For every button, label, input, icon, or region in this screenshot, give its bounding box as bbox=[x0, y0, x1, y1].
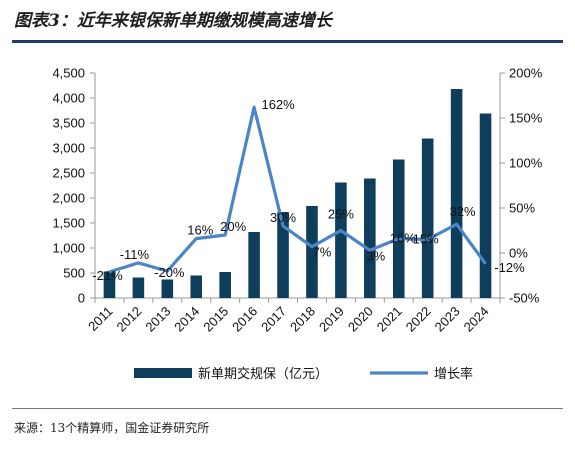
legend: 新单期交规保（亿元） 增长率 bbox=[134, 366, 473, 382]
x-tick-label: 2017 bbox=[258, 304, 289, 335]
right-tick-label: -50% bbox=[509, 291, 540, 306]
point-label: 162% bbox=[261, 97, 295, 112]
point-labels: -21%-11%-20%16% 20%162%30%7%25%3%16%15%32… bbox=[92, 97, 525, 283]
x-tick-label: 2015 bbox=[200, 304, 231, 335]
title-underline bbox=[12, 40, 563, 43]
left-tick-label: 500 bbox=[63, 266, 85, 281]
x-tick-label: 2012 bbox=[113, 304, 144, 335]
point-label: 7% bbox=[313, 245, 332, 260]
x-tick-label: 2023 bbox=[432, 304, 463, 335]
left-tick-label: 3,000 bbox=[52, 141, 85, 156]
left-tick-label: 4,000 bbox=[52, 91, 85, 106]
bar bbox=[219, 272, 231, 298]
x-tick-label: 2020 bbox=[345, 304, 376, 335]
growth-line bbox=[108, 105, 487, 274]
right-tick-label: 200% bbox=[509, 66, 543, 81]
bar bbox=[335, 182, 347, 298]
bar-series bbox=[103, 89, 492, 298]
x-tick-label: 2014 bbox=[171, 304, 202, 335]
right-tick-label: 150% bbox=[509, 111, 543, 126]
point-label: 20% bbox=[220, 219, 246, 234]
point-label: 32% bbox=[450, 204, 476, 219]
point-label: 15% bbox=[413, 232, 439, 247]
left-tick-label: 4,500 bbox=[52, 66, 85, 81]
bar bbox=[479, 113, 492, 298]
point-label: -11% bbox=[120, 247, 150, 262]
left-tick-label: 2,500 bbox=[52, 166, 85, 181]
growth-line-series bbox=[108, 105, 487, 274]
bar bbox=[277, 212, 289, 298]
right-tick-label: 50% bbox=[509, 201, 535, 216]
left-tick-label: 0 bbox=[78, 291, 85, 306]
legend-bar-swatch bbox=[134, 368, 192, 378]
x-tick-label: 2022 bbox=[403, 304, 434, 335]
point-label: 3% bbox=[366, 248, 385, 263]
x-tick-label: 2016 bbox=[229, 304, 260, 335]
point-label: -12% bbox=[494, 260, 525, 275]
source-note: 来源：13个精算师，国金证券研究所 bbox=[14, 421, 210, 435]
x-tick-label: 2021 bbox=[374, 304, 405, 335]
point-label: 25% bbox=[328, 207, 354, 222]
bar bbox=[103, 271, 116, 298]
left-tick-label: 2,000 bbox=[52, 191, 85, 206]
bar bbox=[421, 138, 434, 298]
bar bbox=[392, 159, 405, 298]
bar bbox=[364, 178, 376, 298]
x-tick-label: 2024 bbox=[461, 304, 492, 335]
bar bbox=[248, 232, 260, 298]
right-tick-label: 100% bbox=[509, 156, 543, 171]
legend-bar-label: 新单期交规保（亿元） bbox=[198, 366, 328, 382]
point-label: -21% bbox=[92, 268, 123, 283]
point-label: 16% bbox=[390, 231, 416, 246]
x-tick-label: 2019 bbox=[316, 304, 347, 335]
chart-axes: 0 500 1,000 1,500 2,000 2,500 3,000 3,500 4,000 4… bbox=[52, 66, 542, 306]
x-tick-label: 2018 bbox=[287, 304, 318, 335]
x-tick-label: 2011 bbox=[85, 304, 115, 334]
point-label: 16% bbox=[187, 223, 213, 238]
bar bbox=[132, 277, 145, 298]
footer-rule bbox=[12, 408, 563, 409]
bar bbox=[306, 206, 318, 298]
bar bbox=[161, 279, 174, 298]
x-tick-label: 2013 bbox=[142, 304, 173, 335]
left-tick-label: 1,000 bbox=[52, 241, 85, 256]
bar bbox=[450, 89, 463, 298]
x-tick-labels: 2011201220132014201520162017201820192020… bbox=[85, 298, 501, 335]
figure-title: 图表3：近年来银保新单期缴规模高速增长 bbox=[14, 11, 332, 31]
point-label: -20% bbox=[154, 265, 185, 280]
legend-line-label: 增长率 bbox=[434, 366, 473, 382]
point-label: 30% bbox=[270, 210, 296, 225]
left-tick-label: 3,500 bbox=[52, 116, 85, 131]
right-tick-label: 0% bbox=[509, 246, 528, 261]
bar bbox=[190, 275, 203, 298]
left-tick-label: 1,500 bbox=[52, 216, 85, 231]
